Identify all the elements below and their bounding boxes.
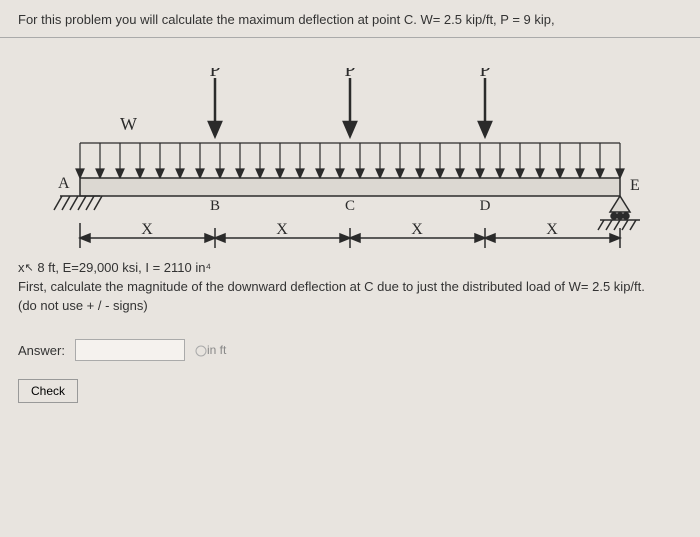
svg-text:A: A xyxy=(58,175,70,192)
svg-text:P: P xyxy=(209,68,220,81)
svg-text:X: X xyxy=(546,221,558,238)
answer-input[interactable] xyxy=(75,339,185,361)
cursor-icon: ↖ xyxy=(25,261,34,274)
problem-statement: For this problem you will calculate the … xyxy=(18,12,555,27)
svg-text:B: B xyxy=(210,198,220,214)
svg-text:X: X xyxy=(411,221,423,238)
svg-text:X: X xyxy=(276,221,288,238)
svg-text:P: P xyxy=(344,68,355,81)
svg-text:D: D xyxy=(480,198,491,214)
beam-diagram: P P P W placeholder xyxy=(0,38,700,258)
answer-label: Answer: xyxy=(18,343,65,358)
svg-text:C: C xyxy=(345,198,355,214)
instruction-sign-note: (do not use + / - signs) xyxy=(18,298,148,313)
svg-text:W: W xyxy=(120,114,137,134)
svg-text:P: P xyxy=(479,68,490,81)
check-button[interactable]: Check xyxy=(18,379,78,403)
svg-text:E: E xyxy=(630,177,640,194)
unit-hint: in ft xyxy=(195,343,226,357)
svg-text:X: X xyxy=(141,221,153,238)
